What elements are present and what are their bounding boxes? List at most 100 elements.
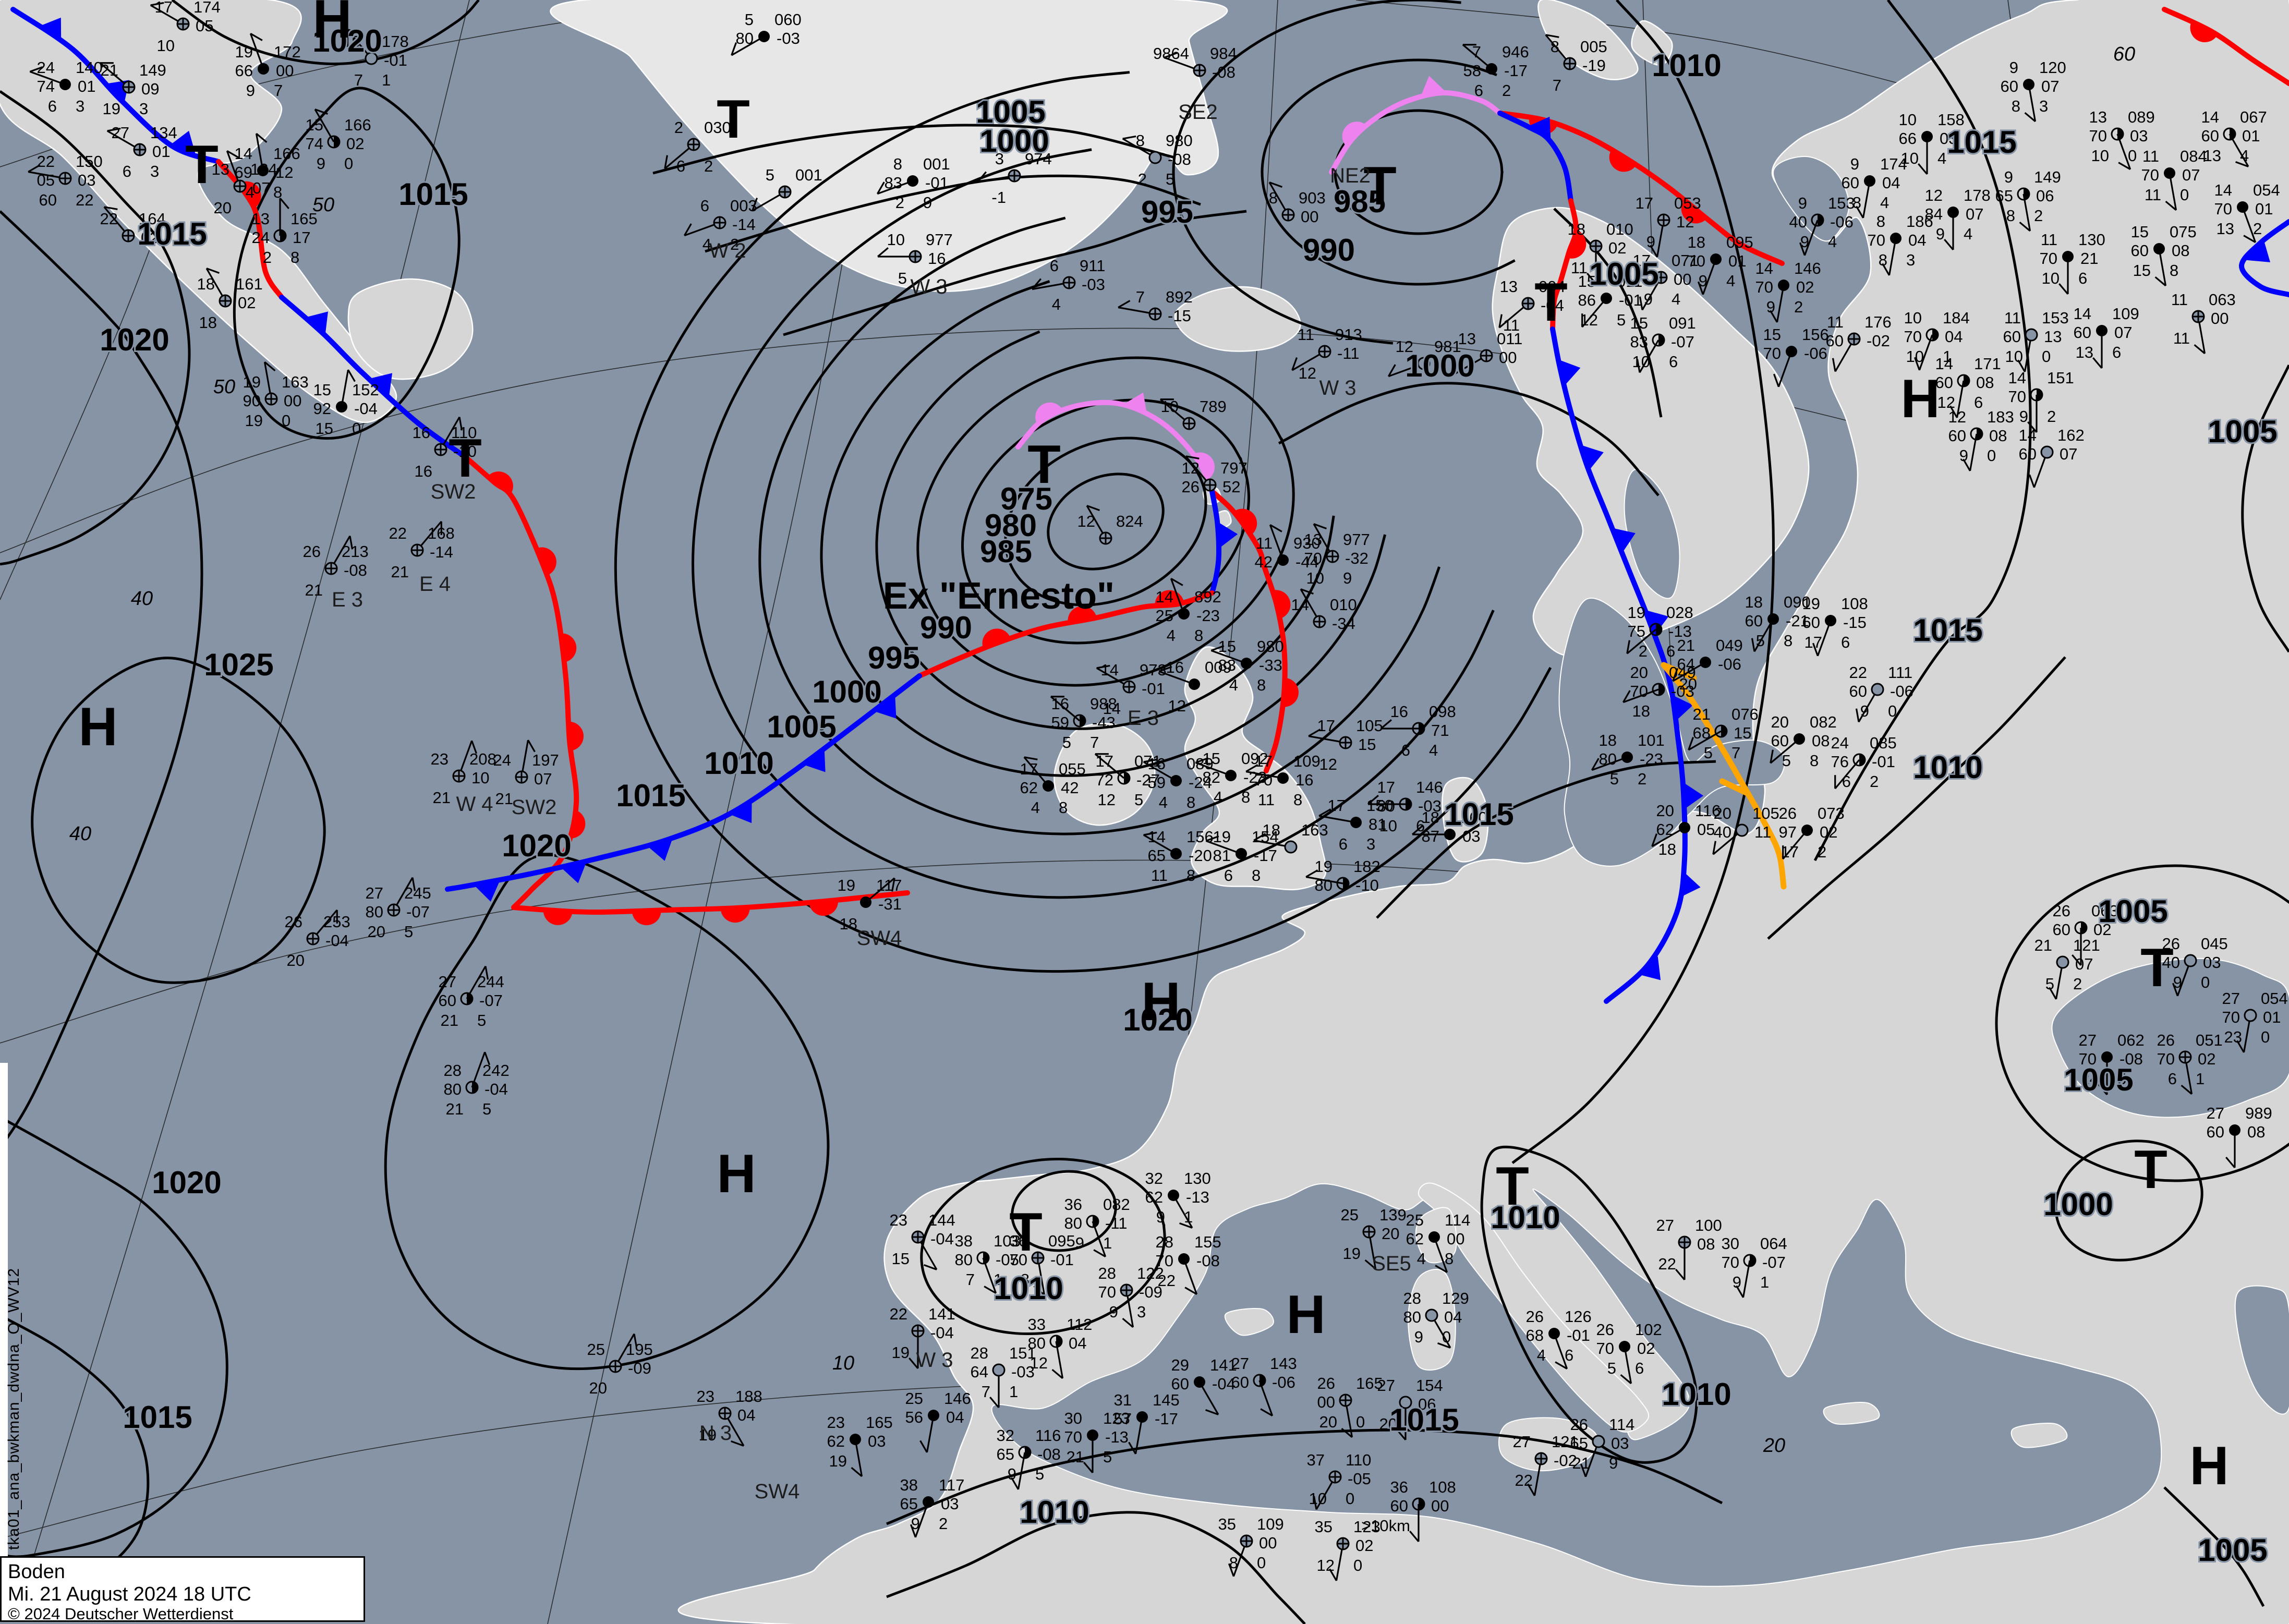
wind-barb-tick — [1650, 245, 1658, 258]
wind-barb-tick — [2027, 421, 2038, 433]
wind-barb-tick — [731, 1440, 744, 1447]
station-value: 5 — [1607, 1359, 1616, 1377]
cloud-cover-icon — [923, 1496, 934, 1508]
wind-barb-tick — [1269, 524, 1282, 532]
station-plot: 10 184 70 04 10 1 — [1904, 309, 1970, 371]
wind-barb — [1183, 1258, 1198, 1295]
front-triangle — [169, 130, 196, 154]
isobar-label: 990 — [1303, 233, 1355, 268]
cloud-cover-icon — [1425, 1308, 1438, 1322]
isobar-label: 995 — [868, 640, 920, 675]
cloud-cover-icon — [1601, 293, 1612, 304]
wind-barb-tick — [1031, 278, 1042, 290]
station-value: 108 — [1429, 1478, 1456, 1496]
sea-area-label: SW4 — [755, 1480, 800, 1503]
wind-barb-tick — [1396, 1429, 1407, 1441]
station-value: 15 — [1358, 735, 1376, 754]
station-value: 8 — [1186, 866, 1195, 884]
station-plot: 15 166 74 02 9 0 — [306, 108, 371, 173]
wind-barb — [1134, 1416, 1143, 1455]
station-value: 22 — [1849, 663, 1867, 682]
station-value: 42 — [1061, 779, 1079, 797]
station-value: 18 — [1632, 702, 1650, 720]
station-value: 27 — [1231, 1354, 1249, 1373]
station-value: 19 — [103, 100, 120, 118]
station-value: 19 — [838, 876, 855, 894]
front-line-trough — [1661, 662, 1697, 681]
cloud-cover-half — [1056, 1336, 1062, 1347]
isobar-label: 1015 — [1389, 1402, 1459, 1437]
isobar-label: 1005 — [2064, 1062, 2133, 1097]
wind-barb-tick — [1364, 1259, 1376, 1270]
station-plot: 36 108 60 00 >10km — [1361, 1478, 1456, 1543]
station-plot: 15 156 70 -06 — [1763, 325, 1829, 387]
isobar-label: 1010 — [994, 1271, 1063, 1306]
station-plot: 8 980-08 2 5 — [1122, 131, 1193, 188]
wind-barb-tick — [2118, 162, 2131, 171]
station-value: 38 — [900, 1476, 918, 1494]
station-value: 70 — [1304, 549, 1322, 567]
station-value: 16 — [1166, 658, 1184, 676]
station-value: 9 — [2019, 407, 2028, 426]
station-value: 085 — [1870, 734, 1897, 752]
wind-barb-tick — [458, 417, 463, 431]
sea-area-label: SW2 — [512, 796, 557, 819]
station-plot: 18 090 60 -21 5 8 — [1745, 593, 1811, 652]
station-value: 166 — [273, 144, 300, 163]
station-plot: 25 195-09 20 — [587, 1333, 653, 1397]
pressure-center-high: H — [312, 0, 352, 50]
station-plot: 20 116 62 05 18 — [1651, 802, 1721, 858]
station-plot: 19 178-01 7 1 — [343, 29, 409, 89]
station-value: 28 — [1098, 1264, 1116, 1282]
station-value: 13 — [212, 160, 229, 178]
station-value: 4 — [1726, 272, 1735, 290]
station-value: 9 — [923, 193, 932, 212]
station-plot: 15 152 92 -04 15 0 — [313, 369, 379, 438]
station-plot: 16 988 59 -43 5 7 — [1050, 695, 1117, 752]
station-plot: 15 011 86 -01 12 5 — [1578, 272, 1643, 329]
wind-barb-tick — [411, 877, 416, 891]
wind-barb-tick — [1380, 719, 1392, 730]
cloud-cover-half — [2230, 128, 2235, 140]
station-value: 12 — [1396, 337, 1413, 356]
wind-barb-tick — [1555, 1361, 1568, 1370]
station-plot: 38 103 80 -05 7 1 — [955, 1232, 1021, 1294]
pressure-center-low: T — [185, 135, 219, 195]
station-value: 18 — [197, 275, 215, 293]
station-value: 22 — [1515, 1471, 1533, 1489]
station-value: 25 — [1156, 607, 1173, 625]
station-value: 151 — [2047, 369, 2074, 387]
wind-barb-tick — [2172, 983, 2178, 997]
station-value: 984 — [1210, 44, 1237, 63]
station-value: 9 — [317, 154, 325, 173]
station-plot: 12 797 26 52 — [1182, 455, 1248, 496]
station-value: 0 — [282, 411, 290, 430]
station-value: 08 — [1697, 1235, 1715, 1253]
station-value: 60 — [2001, 77, 2018, 95]
sea-area-label: W 3 — [1319, 377, 1356, 399]
station-value: 19 — [829, 1452, 847, 1470]
station-value: 07 — [534, 770, 552, 788]
station-plot: 19 182 80 -10 — [1305, 857, 1380, 894]
station-value: 062 — [2117, 1031, 2145, 1049]
station-value: 21 — [305, 581, 323, 599]
wind-barb-tick — [1498, 314, 1503, 328]
station-value: 8 — [1852, 193, 1861, 212]
sea-area-label: W 2 — [709, 239, 746, 262]
station-value: 139 — [1379, 1206, 1407, 1224]
station-value: 30 — [1064, 1409, 1082, 1427]
station-value: 22 — [1158, 1271, 1176, 1290]
wind-barb — [1318, 815, 1357, 823]
cloud-cover-icon — [1428, 1231, 1440, 1243]
station-value: 11 — [1827, 313, 1844, 331]
cloud-cover-icon — [1444, 829, 1456, 840]
station-value: 62 — [1656, 820, 1674, 839]
station-value: 110 — [451, 423, 477, 442]
station-plot: 14 109 60 07 13 6 — [2074, 305, 2139, 369]
station-value: 07 — [2075, 955, 2093, 973]
wind-barb-tick — [1812, 643, 1819, 657]
station-value: 4 — [1052, 295, 1061, 313]
station-value: 121 — [1552, 1433, 1579, 1451]
